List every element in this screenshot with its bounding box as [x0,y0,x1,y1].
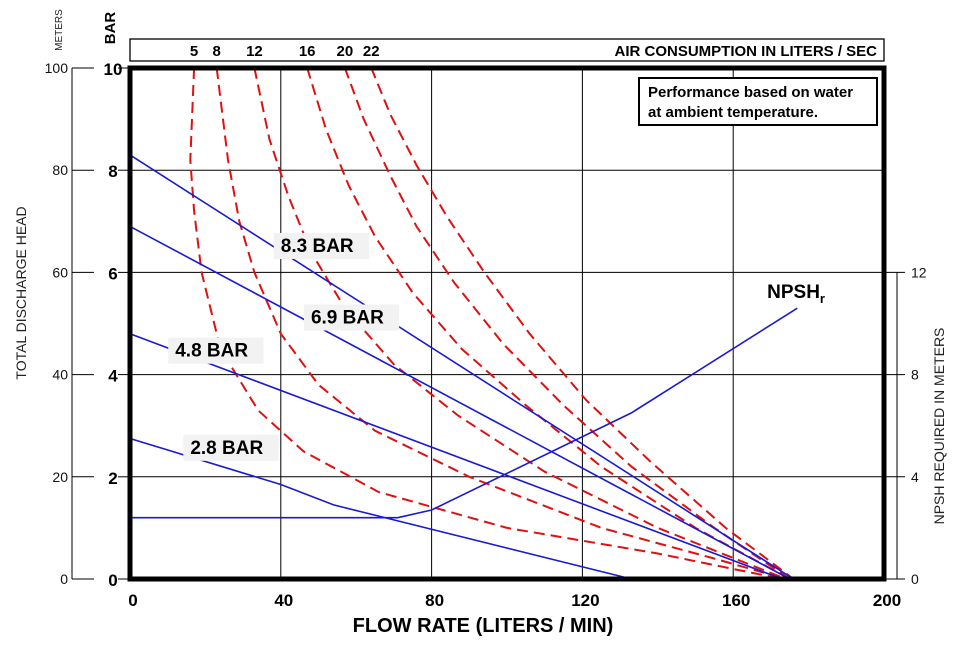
bar-tick-label: 4 [108,367,118,386]
series-label-8-3-bar: 8.3 BAR [281,236,354,257]
plot-border [127,65,887,582]
series-line-npshr [130,307,798,519]
bar-tick-label: 6 [108,264,117,283]
meters-tick-label: 40 [52,367,68,383]
meters-unit-label: METERS [54,9,65,51]
air-axis-box [129,38,885,62]
series-label-bg [168,337,264,364]
series-label-2-8-bar: 2.8 BAR [190,438,263,459]
chart-labels: METERS TOTAL DISCHARGE HEAD BAR FLOW RATE (… [13,9,947,637]
npsh-axis-title: NPSH REQUIRED IN METERS [931,328,947,525]
y-axis-title: TOTAL DISCHARGE HEAD [13,206,29,379]
air-curve-12 [253,67,787,580]
plot-frame [127,38,887,582]
bar-tick-label: 0 [108,571,117,590]
air-axis-title: AIR CONSUMPTION IN LITERS / SEC [614,43,877,60]
npsh-tick-label: 12 [911,264,927,280]
air-tick-label: 8 [213,43,221,60]
x-tick-label: 80 [425,591,444,610]
x-axis-title: FLOW RATE (LITERS / MIN) [353,615,614,637]
meters-tick-label: 80 [52,162,68,178]
series-label-bg [183,434,279,461]
air-tick-label: 22 [363,43,380,60]
air-tick-label: 20 [337,43,354,60]
air-tick-label: 12 [246,43,263,60]
npsh-tick-label: 8 [911,367,919,383]
series-line-6-9-bar [129,225,791,580]
x-tick-label: 200 [873,591,901,610]
series-line-4-8-bar [129,332,783,580]
pressure-curves [129,154,798,580]
npsh-tick-label: 4 [911,469,919,485]
series-label-npshr: NPSHr [767,282,825,306]
series-label-bg [303,304,400,331]
npsh-tick-label: 0 [911,571,919,587]
x-tick-label: 160 [722,591,750,610]
meters-tick-label: 100 [45,60,69,76]
air-curve-8 [215,67,787,580]
air-tick-label: 5 [190,43,198,60]
series-line-8-3-bar [129,154,794,580]
series-label-4-8-bar: 4.8 BAR [175,341,248,362]
air-curve-16 [306,67,791,580]
bar-tick-label: 8 [108,162,117,181]
bar-tick-label: 10 [104,60,123,79]
series-line-2-8-bar [129,437,632,580]
note-line-2: at ambient temperature. [648,104,818,121]
note-line-1: Performance based on water [648,84,853,101]
meters-tick-label: 60 [52,264,68,280]
x-tick-label: 40 [274,591,293,610]
meters-tick-label: 0 [60,571,68,587]
bar-unit-label: BAR [102,12,119,45]
grid-lines [130,68,884,579]
air-tick-label: 16 [299,43,316,60]
note-box [638,77,878,126]
x-tick-label: 120 [571,591,599,610]
x-tick-label: 0 [128,591,137,610]
air-consumption-curves [189,67,795,580]
series-label-bg [273,232,369,259]
bar-tick-label: 2 [108,469,117,488]
meters-tick-label: 20 [52,469,68,485]
air-curve-22 [370,67,795,580]
series-label-6-9-bar: 6.9 BAR [311,308,384,329]
air-curve-5 [189,67,783,580]
air-curve-20 [343,67,791,580]
